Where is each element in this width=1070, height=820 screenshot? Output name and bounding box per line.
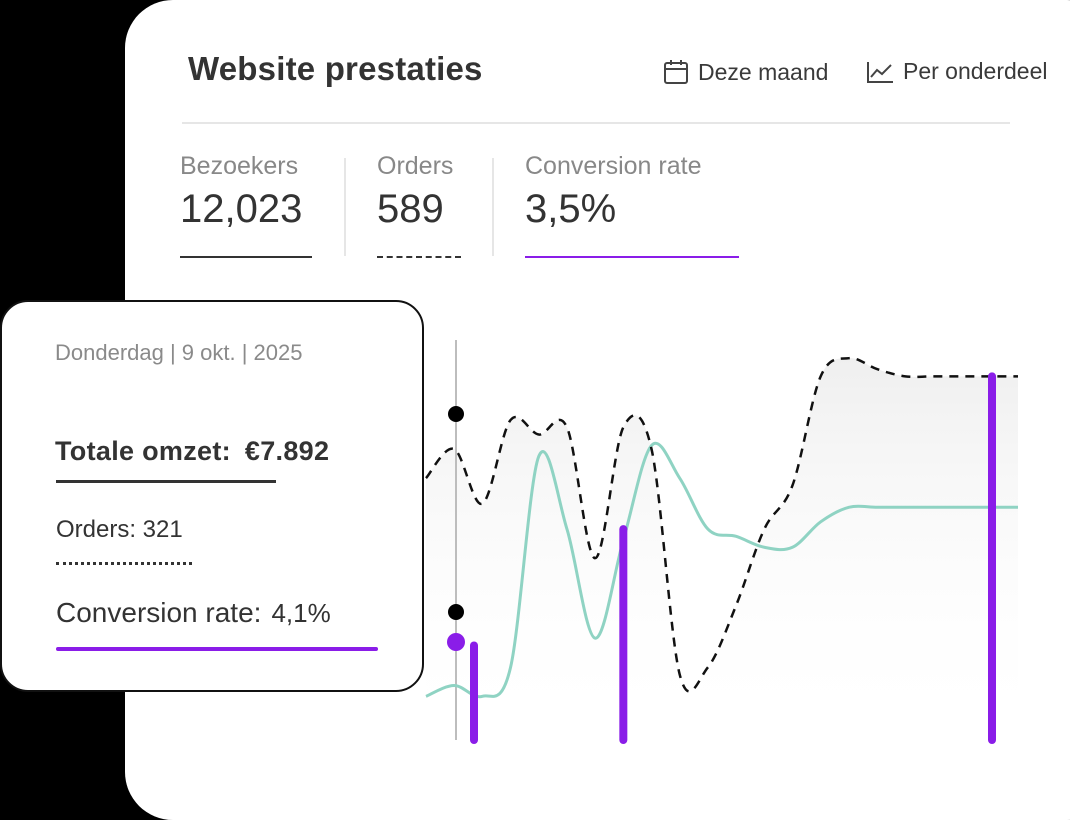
calendar-icon xyxy=(664,60,688,84)
stat-conversion-label: Conversion rate xyxy=(525,152,702,180)
visitors-legend-line xyxy=(180,256,312,258)
stat-orders-label: Orders xyxy=(377,152,454,180)
stat-orders[interactable]: Orders 589 xyxy=(377,152,461,258)
stat-separator xyxy=(492,158,494,256)
tooltip-revenue-label: Totale omzet: xyxy=(55,436,231,466)
period-selector[interactable]: Deze maand xyxy=(662,58,828,86)
orders-area xyxy=(426,358,1018,740)
stat-separator xyxy=(344,158,346,256)
tooltip-revenue: Totale omzet: €7.892 xyxy=(55,436,329,467)
series-line-orders xyxy=(425,356,1018,693)
tooltip-conversion-legend-line xyxy=(56,647,378,651)
breakdown-label: Per onderdeel xyxy=(903,58,1048,84)
tooltip-conversion: Conversion rate: 4,1% xyxy=(56,597,331,629)
hover-marker-revenue xyxy=(448,604,464,620)
chart-tooltip: Donderdag | 9 okt. | 2025 Totale omzet: €… xyxy=(0,300,424,692)
stat-conversion[interactable]: Conversion rate 3,5% xyxy=(525,152,739,258)
tooltip-revenue-value: €7.892 xyxy=(244,436,330,466)
hover-marker-conversion xyxy=(447,633,465,651)
tooltip-orders-legend-line xyxy=(56,562,192,565)
header-divider xyxy=(182,122,1010,124)
tooltip-conversion-label: Conversion rate: xyxy=(56,597,262,628)
hover-marker-orders xyxy=(448,406,464,422)
period-label: Deze maand xyxy=(698,58,829,85)
line-chart-icon xyxy=(867,61,893,83)
orders-legend-line xyxy=(377,256,461,258)
stat-visitors-label: Bezoekers xyxy=(180,152,299,180)
tooltip-conversion-value: 4,1% xyxy=(271,598,331,628)
breakdown-selector[interactable]: Per onderdeel xyxy=(865,58,1048,85)
performance-chart xyxy=(425,340,1018,744)
stat-orders-value: 589 xyxy=(377,187,444,231)
stat-conversion-value: 3,5% xyxy=(525,187,617,231)
card-title: Website prestaties xyxy=(188,50,483,87)
tooltip-date: Donderdag | 9 okt. | 2025 xyxy=(55,340,303,365)
series-line-conversion-trend xyxy=(425,441,1018,699)
stat-visitors-value: 12,023 xyxy=(180,187,303,231)
stat-visitors[interactable]: Bezoekers 12,023 xyxy=(180,152,312,258)
tooltip-revenue-legend-line xyxy=(56,480,276,483)
conversion-legend-line xyxy=(525,256,739,258)
tooltip-orders: Orders: 321 xyxy=(56,516,183,543)
